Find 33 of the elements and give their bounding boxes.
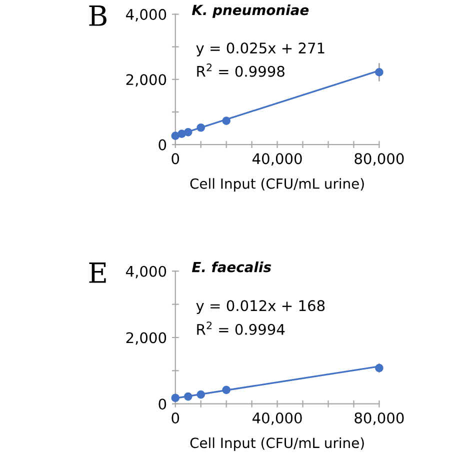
point bbox=[171, 132, 180, 140]
y-tick-label: 0 bbox=[158, 398, 166, 410]
point bbox=[222, 386, 230, 394]
text: B bbox=[89, 6, 106, 26]
x-axis-title: Cell Input (CFU/mL urine) bbox=[190, 437, 364, 451]
x-tick-label: 0 bbox=[172, 153, 180, 164]
text: E bbox=[89, 262, 106, 283]
point bbox=[375, 68, 384, 76]
chart-title: E. faecalis bbox=[192, 262, 272, 272]
y-tick-label: 2,000 bbox=[126, 74, 166, 87]
y-tick-label: 4,000 bbox=[126, 8, 166, 22]
x-tick-label: 40,000 bbox=[252, 153, 302, 166]
x-axis-title: Cell Input (CFU/mL urine) bbox=[190, 178, 364, 192]
x-tick-label: 80,000 bbox=[354, 153, 404, 166]
point bbox=[171, 394, 180, 402]
annotation: y = 0.012x + 168 bbox=[196, 300, 325, 314]
point bbox=[196, 390, 206, 399]
annotation: R$^{2}$ = 0.9998 bbox=[197, 64, 284, 77]
annotation: y = 0.025x + 271 bbox=[196, 42, 324, 56]
x-tick-label: 0 bbox=[172, 412, 180, 424]
y-tick-label: 4,000 bbox=[126, 266, 166, 278]
chart-title: K. pneumoniae bbox=[192, 4, 309, 18]
annotation: R$^{2}$ = 0.9994 bbox=[197, 322, 285, 335]
point bbox=[375, 364, 384, 372]
x-tick-label: 80,000 bbox=[354, 412, 404, 425]
point bbox=[178, 130, 186, 138]
point bbox=[196, 123, 206, 132]
x-tick-label: 40,000 bbox=[252, 412, 302, 425]
point bbox=[222, 116, 230, 125]
y-tick-label: 2,000 bbox=[126, 332, 166, 345]
point bbox=[184, 128, 192, 136]
y-tick-label: 0 bbox=[158, 139, 166, 150]
point bbox=[184, 392, 192, 401]
